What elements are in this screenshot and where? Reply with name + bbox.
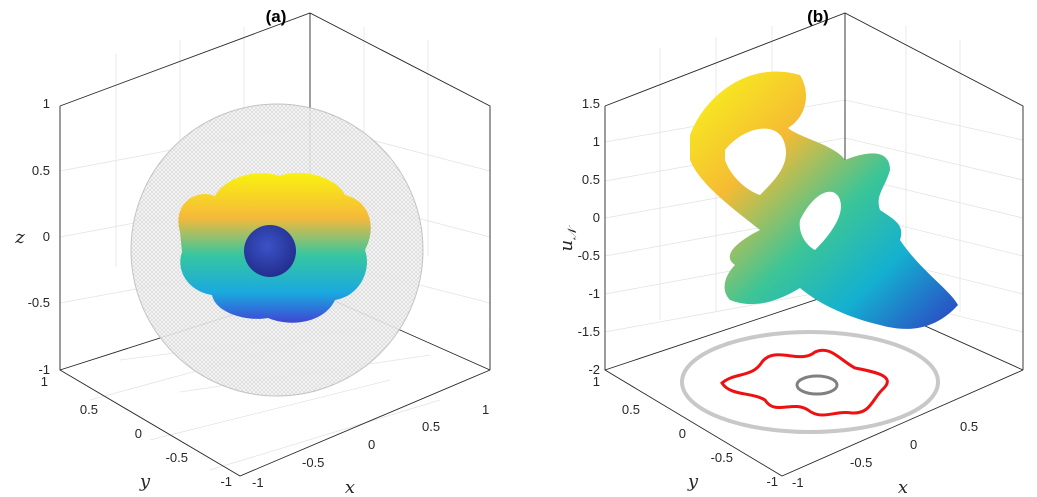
y-tick: -0.5 xyxy=(166,450,188,465)
panel-a-x-ticks: -1 -0.5 0 0.5 1 xyxy=(252,402,489,490)
panel-b-z-ticks: 1.5 1 0.5 0 -0.5 -1 -1.5 -2 xyxy=(578,96,600,377)
z-tick: 0 xyxy=(43,229,50,244)
panel-b-y-ticks: 1 0.5 0 -0.5 -1 xyxy=(593,374,778,489)
inner-ball xyxy=(244,225,296,277)
boundary-projection-flower xyxy=(720,348,889,417)
panel-a-zlabel: z xyxy=(14,227,25,248)
panel-b-title: (b) xyxy=(807,7,829,26)
z-tick: -1.5 xyxy=(578,324,600,339)
panel-b: (b) 1.5 1 0.5 0 -0.5 -1 -1.5 -2 u𝒩 1 0.5… xyxy=(556,7,1024,497)
z-tick: 0.5 xyxy=(582,172,600,187)
z-tick: -0.5 xyxy=(578,248,600,263)
panel-b-ylabel: y xyxy=(687,471,699,492)
y-tick: 0 xyxy=(135,426,142,441)
boundary-projection-inner xyxy=(795,374,839,396)
x-tick: 0 xyxy=(910,437,917,452)
surface-hole-lower xyxy=(799,191,841,250)
z-tick: -1 xyxy=(38,362,50,377)
panel-a: (a) 1 0.5 0 -0.5 -1 z 1 0.5 0 -0.5 -1 y … xyxy=(14,7,491,497)
z-tick: 1 xyxy=(593,134,600,149)
x-tick: 0.5 xyxy=(960,419,978,434)
panel-a-xlabel: x xyxy=(345,477,355,497)
y-tick: 1 xyxy=(41,374,48,389)
surface-hole-upper xyxy=(725,128,786,195)
x-tick: -0.5 xyxy=(850,455,872,470)
z-tick: -1 xyxy=(588,286,600,301)
y-tick: -0.5 xyxy=(711,450,733,465)
y-tick: 0.5 xyxy=(622,402,640,417)
x-tick: 0 xyxy=(368,437,375,452)
z-tick: -2 xyxy=(588,362,600,377)
z-tick: 0 xyxy=(593,210,600,225)
x-tick: -1 xyxy=(252,475,264,490)
z-tick: 1.5 xyxy=(582,96,600,111)
panel-b-xlabel: x xyxy=(898,477,908,497)
z-tick: -0.5 xyxy=(28,295,50,310)
z-tick: 1 xyxy=(43,96,50,111)
y-tick: -1 xyxy=(766,474,778,489)
panel-a-title: (a) xyxy=(266,7,287,26)
x-tick: 0.5 xyxy=(422,419,440,434)
x-tick: 1 xyxy=(482,402,489,417)
y-tick: 1 xyxy=(593,374,600,389)
x-tick: -1 xyxy=(792,475,804,490)
panel-b-zlabel: u𝒩 xyxy=(556,225,579,252)
panel-a-z-ticks: 1 0.5 0 -0.5 -1 xyxy=(28,96,50,377)
x-tick: -0.5 xyxy=(302,455,324,470)
panel-a-ylabel: y xyxy=(139,471,151,492)
y-tick: 0.5 xyxy=(80,402,98,417)
y-tick: 0 xyxy=(679,426,686,441)
boundary-projection-outer xyxy=(680,330,940,434)
panel-a-y-ticks: 1 0.5 0 -0.5 -1 xyxy=(41,374,232,489)
panel-b-x-ticks: -1 -0.5 0 0.5 xyxy=(792,419,978,490)
z-tick: 0.5 xyxy=(32,163,50,178)
y-tick: -1 xyxy=(220,474,232,489)
